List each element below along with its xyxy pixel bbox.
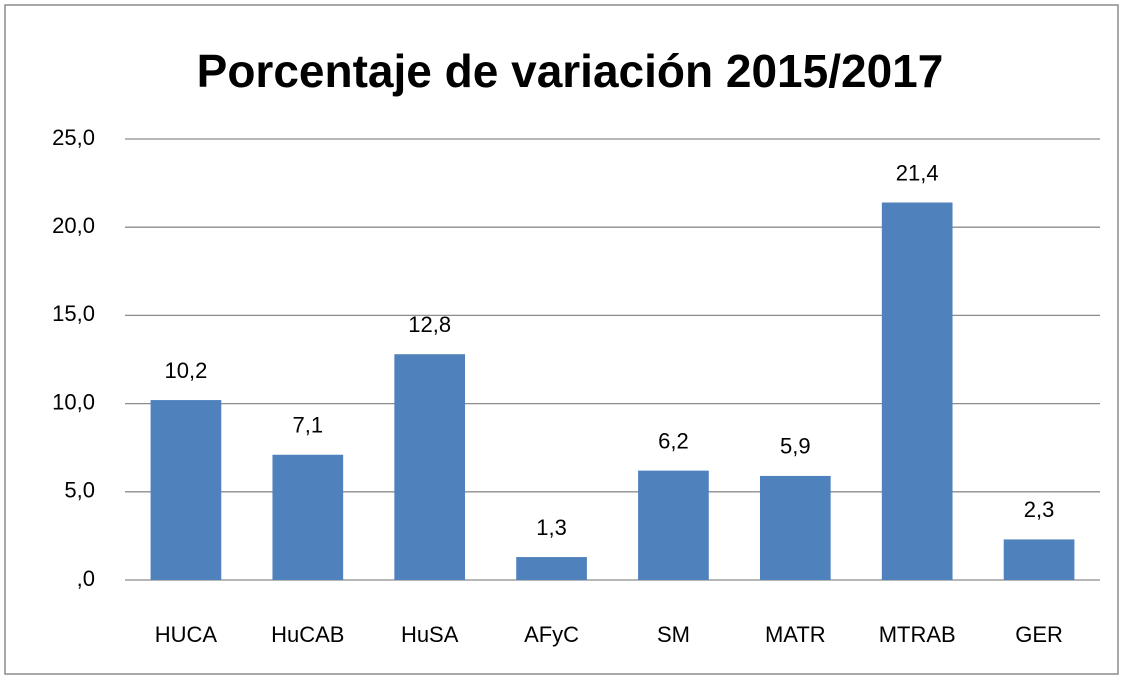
x-tick-label: AFyC	[524, 622, 579, 647]
value-label: 12,8	[408, 312, 451, 337]
bar	[272, 454, 344, 580]
y-tick-label: 5,0	[64, 478, 95, 503]
value-label: 5,9	[780, 434, 811, 459]
value-label: 1,3	[536, 515, 567, 540]
y-tick-label: 25,0	[52, 125, 95, 150]
bar	[394, 354, 466, 580]
y-tick-label: 15,0	[52, 301, 95, 326]
x-tick-label: HuCAB	[271, 622, 344, 647]
y-tick-label: 10,0	[52, 389, 95, 414]
x-tick-label: GER	[1015, 622, 1063, 647]
x-tick-label: MATR	[765, 622, 826, 647]
bar	[516, 557, 587, 580]
bar	[1003, 539, 1075, 580]
bar	[881, 202, 953, 580]
x-tick-label: HuSA	[401, 622, 459, 647]
x-tick-label: MTRAB	[879, 622, 956, 647]
bar	[150, 400, 222, 580]
value-label: 7,1	[293, 413, 324, 438]
value-label: 6,2	[658, 428, 689, 453]
value-label: 21,4	[896, 160, 939, 185]
x-tick-label: HUCA	[155, 622, 218, 647]
y-tick-label: ,0	[77, 566, 95, 591]
bar	[759, 475, 831, 580]
bar	[638, 470, 709, 580]
value-label: 10,2	[165, 358, 208, 383]
x-tick-label: SM	[657, 622, 690, 647]
value-label: 2,3	[1024, 497, 1055, 522]
chart-title: Porcentaje de variación 2015/2017	[197, 45, 944, 97]
y-tick-label: 20,0	[52, 213, 95, 238]
